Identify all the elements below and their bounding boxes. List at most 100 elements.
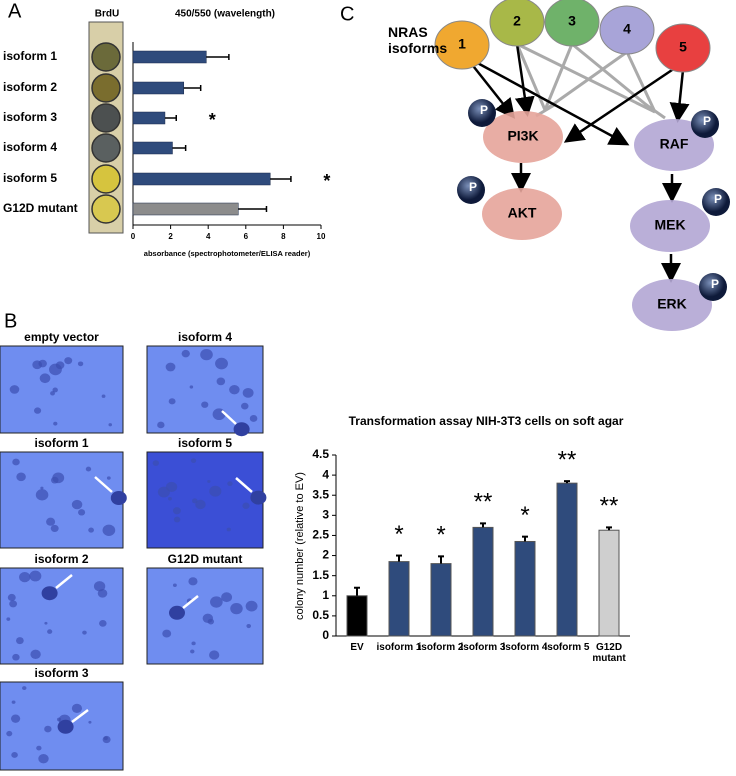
colony [88, 527, 94, 533]
isoform-node [544, 0, 600, 47]
y-tick-label: 3 [322, 508, 329, 522]
bar [514, 540, 536, 637]
photo-label: isoform 2 [34, 552, 88, 566]
bar [132, 202, 239, 216]
colony [209, 650, 220, 660]
significance-marker: ** [474, 489, 493, 516]
x-tick-label: 0 [131, 232, 136, 241]
colony [30, 649, 41, 660]
colony [190, 458, 197, 464]
colony [40, 486, 44, 490]
isoform-label: 3 [568, 13, 576, 29]
colony [108, 423, 112, 427]
brdu-well [91, 73, 121, 103]
colony [101, 394, 106, 398]
colony-photo [146, 451, 264, 549]
colony [16, 637, 24, 645]
colony [181, 349, 190, 358]
colony [29, 570, 42, 582]
colony [249, 415, 258, 422]
colony [35, 489, 49, 501]
activation-arrow [669, 69, 690, 123]
colony [10, 714, 21, 723]
colony [44, 725, 52, 733]
y-tick-label: 4.5 [312, 447, 329, 461]
colony [215, 357, 228, 370]
significance-marker: ** [558, 446, 577, 473]
y-tick-label: 0 [322, 628, 329, 642]
colony [172, 507, 181, 515]
colony [200, 348, 213, 361]
colony [9, 600, 18, 608]
chart-title: Transformation assay NIH-3T3 cells on so… [349, 414, 624, 428]
column-header: BrdU [95, 9, 119, 20]
isoform-node [489, 0, 545, 47]
colony [9, 385, 20, 394]
category-label: isoform 4 [3, 140, 57, 154]
colony [71, 499, 83, 510]
colony [172, 583, 177, 587]
colony [165, 362, 176, 372]
bar [132, 141, 173, 155]
photo-label: G12D mutant [168, 552, 243, 566]
colony [6, 730, 13, 737]
colony [157, 486, 170, 498]
colony [82, 630, 87, 635]
protein-node [632, 279, 712, 331]
colony [157, 421, 165, 429]
inhibition-cap [644, 102, 666, 120]
inhibition-line [571, 42, 656, 114]
isoform-node [655, 23, 711, 73]
colony [52, 387, 58, 393]
colony [210, 596, 223, 608]
x-tick-label: isoform 1 [376, 642, 422, 653]
colony [195, 499, 206, 510]
y-tick-label: 1.5 [312, 568, 329, 582]
panel-label: B [4, 310, 17, 332]
activation-arrow [514, 43, 535, 117]
bar [346, 595, 368, 637]
brdu-well [91, 103, 121, 133]
colony [102, 735, 111, 744]
category-label: isoform 1 [3, 49, 57, 63]
diagram-title: NRAS isoforms [388, 24, 448, 56]
bar [132, 111, 166, 125]
colony [44, 621, 48, 625]
colony [189, 385, 194, 389]
colony [241, 402, 249, 410]
colony [38, 359, 47, 368]
isoform-label: 2 [513, 13, 521, 29]
arrow [71, 709, 89, 723]
colony [46, 517, 56, 526]
colony [246, 623, 252, 629]
bar [388, 561, 410, 637]
colony [201, 401, 209, 408]
colony [106, 476, 111, 480]
arrow [182, 595, 199, 609]
x-tick-label: 8 [281, 232, 286, 241]
brdu-well [91, 194, 121, 224]
activation-arrow [563, 66, 676, 143]
category-label: isoform 2 [3, 80, 57, 94]
colony [93, 581, 106, 592]
y-tick-label: 0.5 [312, 608, 329, 622]
isoform-label: 1 [458, 36, 466, 52]
x-tick-label: isoform 4 [502, 642, 548, 653]
y-axis-label: colony number (relative to EV) [294, 472, 306, 620]
category-label: isoform 5 [3, 171, 57, 185]
category-label: isoform 3 [3, 110, 57, 124]
y-tick-label: 1 [322, 588, 329, 602]
x-tick-label: isoform 2 [418, 642, 464, 653]
colony [229, 384, 240, 395]
colony [202, 613, 214, 623]
phospho-label: P [714, 192, 722, 206]
photo-label: isoform 3 [34, 666, 88, 680]
phospho-label: P [711, 277, 719, 291]
arrow [235, 477, 253, 493]
activation-arrow [469, 61, 516, 119]
colony [242, 387, 254, 398]
phospho-badge [702, 188, 730, 216]
brdu-well [91, 164, 121, 194]
